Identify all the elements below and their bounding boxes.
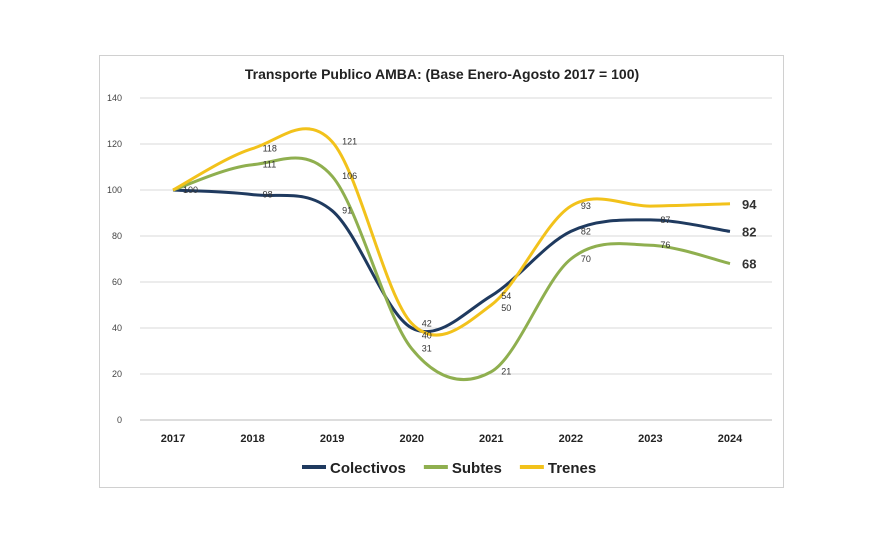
y-tick-label: 100 (107, 185, 122, 195)
data-label: 21 (501, 367, 511, 377)
x-tick-label: 2017 (161, 433, 185, 445)
y-tick-label: 80 (112, 231, 122, 241)
x-tick-label: 2019 (320, 433, 344, 445)
legend-label: Colectivos (330, 460, 406, 477)
data-label: 70 (581, 254, 591, 264)
chart-frame (99, 55, 784, 488)
data-label: 50 (501, 303, 511, 313)
y-tick-label: 0 (117, 415, 122, 425)
data-label: 98 (263, 190, 273, 200)
x-tick-label: 2022 (559, 433, 583, 445)
data-label: 100 (183, 185, 198, 195)
data-label: 87 (660, 215, 670, 225)
series-line-trenes (172, 127, 731, 337)
x-tick-label: 2024 (718, 433, 743, 445)
data-label: 121 (342, 137, 357, 147)
data-label: 91 (342, 206, 352, 216)
legend-label: Trenes (548, 460, 596, 477)
y-tick-label: 120 (107, 139, 122, 149)
data-label: 42 (422, 318, 432, 328)
legend-label: Subtes (452, 460, 502, 477)
data-label: 106 (342, 171, 357, 181)
y-tick-label: 40 (112, 323, 122, 333)
data-label: 111 (263, 160, 277, 170)
data-label: 118 (263, 144, 277, 154)
data-label: 94 (742, 197, 757, 212)
x-tick-label: 2018 (240, 433, 264, 445)
x-tick-label: 2023 (638, 433, 662, 445)
x-tick-label: 2021 (479, 433, 503, 445)
y-tick-label: 60 (112, 277, 122, 287)
data-label: 82 (581, 226, 591, 236)
y-tick-label: 140 (107, 93, 122, 103)
data-label: 93 (581, 201, 591, 211)
data-label: 76 (660, 240, 670, 250)
data-label: 82 (742, 224, 756, 239)
chart-title: Transporte Publico AMBA: (Base Enero-Ago… (245, 66, 639, 82)
series-line-colectivos (172, 188, 731, 334)
y-tick-label: 20 (112, 369, 122, 379)
x-tick-label: 2020 (399, 433, 423, 445)
series-line-subtes (172, 156, 731, 381)
data-label: 40 (422, 330, 432, 340)
data-label: 68 (742, 257, 756, 272)
data-label: 31 (422, 344, 432, 354)
data-label: 54 (501, 291, 511, 301)
